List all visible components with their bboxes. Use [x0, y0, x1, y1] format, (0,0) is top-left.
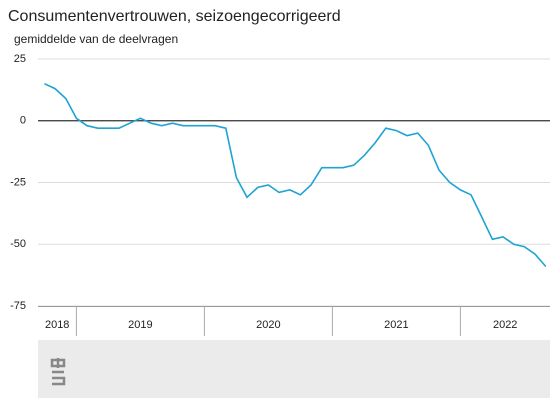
y-tick-label: -50	[10, 238, 26, 250]
y-tick-label: -75	[10, 300, 26, 312]
x-tick-label: 2020	[256, 319, 280, 331]
x-tick-label: 2022	[493, 319, 517, 331]
x-tick-label: 2018	[45, 319, 69, 331]
chart-subtitle: gemiddelde van de deelvragen	[14, 32, 178, 46]
chart-title: Consumentenvertrouwen, seizoengecorrigee…	[8, 8, 341, 25]
y-tick-label: 0	[20, 115, 26, 127]
x-tick-label: 2021	[384, 319, 408, 331]
cbs-logo	[50, 358, 66, 386]
y-tick-label: 25	[14, 53, 26, 65]
footer-panel	[38, 340, 550, 398]
line-series	[44, 82, 547, 268]
x-tick-label: 2019	[128, 319, 152, 331]
y-tick-label: -25	[10, 176, 26, 188]
